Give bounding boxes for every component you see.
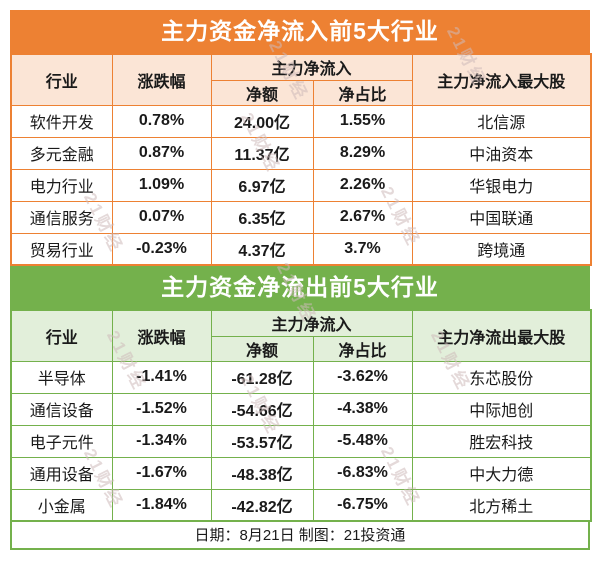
table-row: 贸易行业 -0.23% 4.37亿 3.7% 跨境通 xyxy=(10,232,592,266)
top-stock-cell: 华银电力 xyxy=(411,168,592,202)
net-amount-cell: 6.35亿 xyxy=(210,200,314,234)
change-cell: -1.34% xyxy=(111,424,212,458)
change-cell: -1.52% xyxy=(111,392,212,426)
table-row: 软件开发 0.78% 24.00亿 1.55% 北信源 xyxy=(10,104,592,138)
net-amount-cell: -53.57亿 xyxy=(210,424,314,458)
col-header-net-amount: 净额 xyxy=(210,79,314,106)
net-ratio-cell: 3.7% xyxy=(312,232,413,266)
industry-cell: 多元金融 xyxy=(10,136,113,170)
col-header-flow-group: 主力净流入 xyxy=(210,309,413,337)
change-cell: 0.78% xyxy=(111,104,212,138)
change-cell: -1.67% xyxy=(111,456,212,490)
footer-caption: 日期：8月21日 制图：21投资通 xyxy=(10,521,590,550)
net-ratio-cell: 8.29% xyxy=(312,136,413,170)
change-cell: -1.41% xyxy=(111,360,212,394)
net-amount-cell: -48.38亿 xyxy=(210,456,314,490)
top-stock-cell: 东芯股份 xyxy=(411,360,592,394)
col-header-change: 涨跌幅 xyxy=(111,53,212,106)
net-amount-cell: -42.82亿 xyxy=(210,488,314,522)
net-ratio-cell: 1.55% xyxy=(312,104,413,138)
change-cell: 1.09% xyxy=(111,168,212,202)
net-amount-cell: 11.37亿 xyxy=(210,136,314,170)
outflow-section-title: 主力资金净流出前5大行业 xyxy=(10,266,590,309)
col-header-net-ratio: 净占比 xyxy=(312,79,413,106)
inflow-table: 行业 涨跌幅 主力净流入 主力净流入最大股 净额 净占比 软件开发 0.78% … xyxy=(10,53,593,266)
net-ratio-cell: 2.67% xyxy=(312,200,413,234)
net-ratio-cell: -3.62% xyxy=(312,360,413,394)
col-header-net-amount: 净额 xyxy=(210,335,314,362)
industry-cell: 贸易行业 xyxy=(10,232,113,266)
top-stock-cell: 中大力德 xyxy=(411,456,592,490)
industry-cell: 电力行业 xyxy=(10,168,113,202)
net-ratio-cell: -5.48% xyxy=(312,424,413,458)
table-row: 通用设备 -1.67% -48.38亿 -6.83% 中大力德 xyxy=(10,456,592,490)
industry-cell: 半导体 xyxy=(10,360,113,394)
industry-cell: 电子元件 xyxy=(10,424,113,458)
top-stock-cell: 中油资本 xyxy=(411,136,592,170)
table-row: 通信服务 0.07% 6.35亿 2.67% 中国联通 xyxy=(10,200,592,234)
change-cell: 0.07% xyxy=(111,200,212,234)
capital-flow-infographic: 主力资金净流入前5大行业 行业 涨跌幅 主力净流入 主力净流入最大股 净额 净占… xyxy=(10,10,593,550)
col-header-top-stock: 主力净流出最大股 xyxy=(411,309,592,362)
top-stock-cell: 中际旭创 xyxy=(411,392,592,426)
net-amount-cell: -54.66亿 xyxy=(210,392,314,426)
table-row: 电力行业 1.09% 6.97亿 2.26% 华银电力 xyxy=(10,168,592,202)
net-ratio-cell: -6.83% xyxy=(312,456,413,490)
table-row: 半导体 -1.41% -61.28亿 -3.62% 东芯股份 xyxy=(10,360,592,394)
col-header-industry: 行业 xyxy=(10,309,113,362)
col-header-net-ratio: 净占比 xyxy=(312,335,413,362)
top-stock-cell: 胜宏科技 xyxy=(411,424,592,458)
table-row: 小金属 -1.84% -42.82亿 -6.75% 北方稀土 xyxy=(10,488,592,522)
industry-cell: 通信设备 xyxy=(10,392,113,426)
col-header-change: 涨跌幅 xyxy=(111,309,212,362)
col-header-flow-group: 主力净流入 xyxy=(210,53,413,81)
change-cell: -0.23% xyxy=(111,232,212,266)
outflow-table: 行业 涨跌幅 主力净流入 主力净流出最大股 净额 净占比 半导体 -1.41% … xyxy=(10,309,593,522)
top-stock-cell: 跨境通 xyxy=(411,232,592,266)
change-cell: 0.87% xyxy=(111,136,212,170)
net-amount-cell: 6.97亿 xyxy=(210,168,314,202)
change-cell: -1.84% xyxy=(111,488,212,522)
col-header-top-stock: 主力净流入最大股 xyxy=(411,53,592,106)
industry-cell: 通信服务 xyxy=(10,200,113,234)
industry-cell: 通用设备 xyxy=(10,456,113,490)
outflow-table-header: 行业 涨跌幅 主力净流入 主力净流出最大股 净额 净占比 xyxy=(10,309,592,362)
industry-cell: 软件开发 xyxy=(10,104,113,138)
net-ratio-cell: 2.26% xyxy=(312,168,413,202)
top-stock-cell: 中国联通 xyxy=(411,200,592,234)
table-row: 多元金融 0.87% 11.37亿 8.29% 中油资本 xyxy=(10,136,592,170)
top-stock-cell: 北信源 xyxy=(411,104,592,138)
net-amount-cell: 24.00亿 xyxy=(210,104,314,138)
col-header-industry: 行业 xyxy=(10,53,113,106)
inflow-table-header: 行业 涨跌幅 主力净流入 主力净流入最大股 净额 净占比 xyxy=(10,53,592,106)
industry-cell: 小金属 xyxy=(10,488,113,522)
inflow-section-title: 主力资金净流入前5大行业 xyxy=(10,10,590,53)
top-stock-cell: 北方稀土 xyxy=(411,488,592,522)
net-ratio-cell: -6.75% xyxy=(312,488,413,522)
net-amount-cell: -61.28亿 xyxy=(210,360,314,394)
table-row: 通信设备 -1.52% -54.66亿 -4.38% 中际旭创 xyxy=(10,392,592,426)
net-ratio-cell: -4.38% xyxy=(312,392,413,426)
table-row: 电子元件 -1.34% -53.57亿 -5.48% 胜宏科技 xyxy=(10,424,592,458)
net-amount-cell: 4.37亿 xyxy=(210,232,314,266)
